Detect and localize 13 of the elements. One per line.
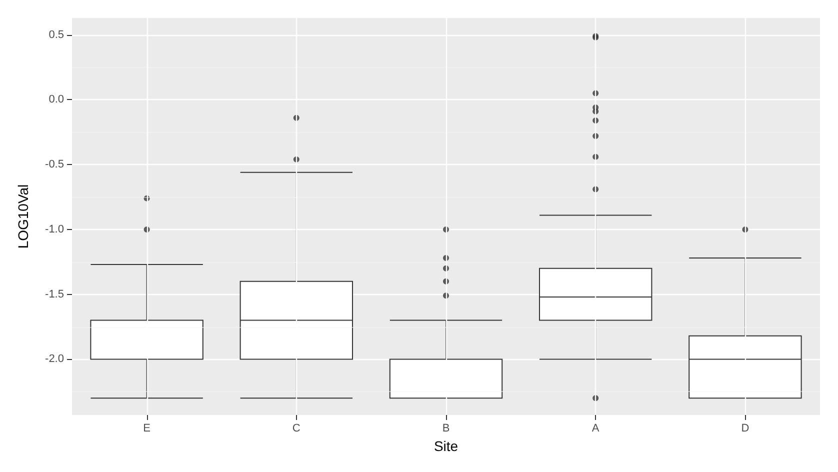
y-tick-label: -0.5 [45,158,64,171]
y-tick-label: 0.0 [48,94,64,106]
x-tick-label: E [143,422,150,434]
x-axis-title: Site [434,438,458,454]
y-axis-title: LOG10Val [15,184,31,249]
y-tick-label: -1.0 [45,223,64,236]
x-tick-label: C [292,422,300,434]
x-tick-label: B [442,422,450,434]
y-tick-label: -2.0 [45,353,64,366]
y-tick-label: -1.5 [45,288,64,300]
x-tick-label: D [741,422,750,434]
y-tick-label: 0.5 [48,28,64,41]
x-tick-label: A [592,422,600,434]
